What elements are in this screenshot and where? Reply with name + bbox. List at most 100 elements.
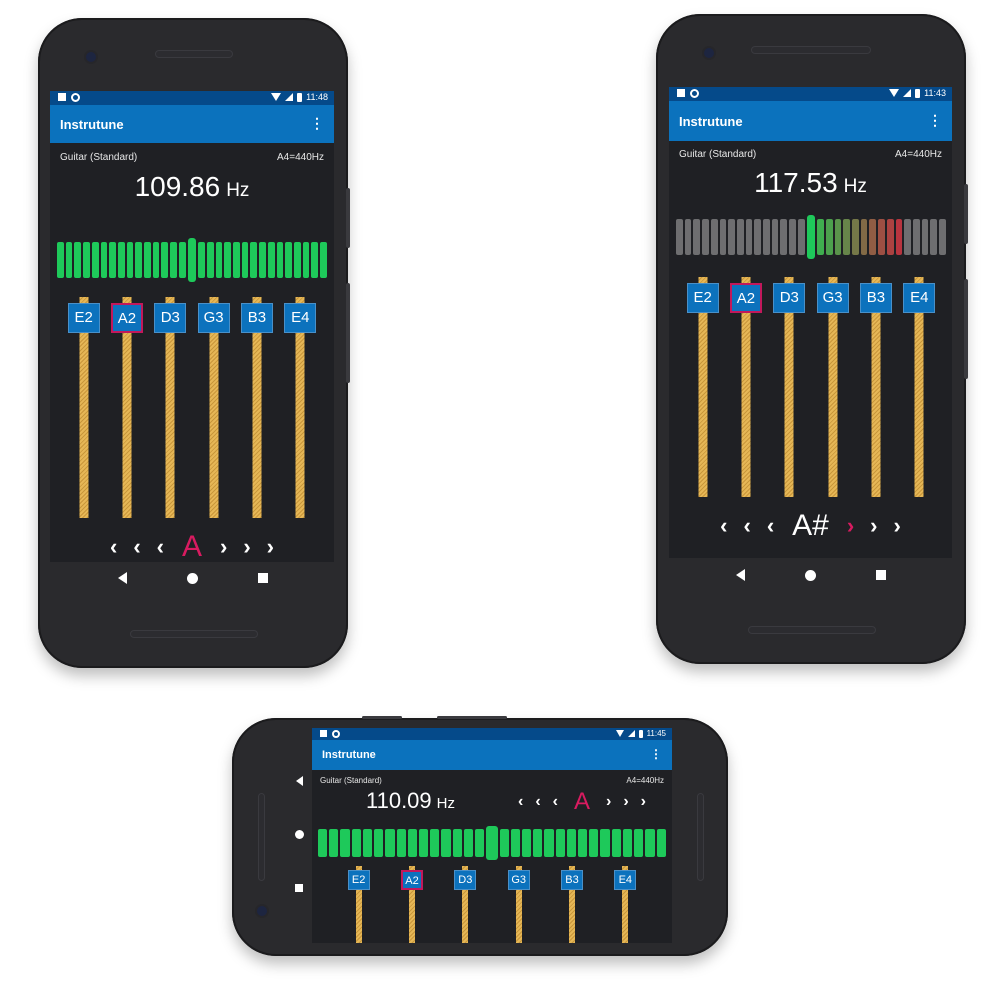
string-g3[interactable]: G3: [492, 866, 545, 943]
string-button-a2[interactable]: A2: [110, 303, 143, 333]
meter-segment: [452, 829, 462, 857]
reference-pitch[interactable]: A4=440Hz: [277, 152, 324, 163]
meter-segment: [736, 218, 744, 256]
front-camera: [257, 906, 267, 916]
meter-segment: [600, 829, 610, 857]
meter-segment: [302, 241, 310, 279]
meter-segment: [860, 218, 868, 256]
string-bar: [784, 277, 794, 497]
overflow-menu-icon[interactable]: ⋮: [310, 115, 324, 131]
meter-segment: [710, 218, 718, 256]
string-g3[interactable]: G3: [192, 297, 235, 518]
meter-segment: [385, 829, 395, 857]
meter-segment: [834, 218, 842, 256]
meter-segment: [276, 241, 284, 279]
overflow-menu-icon[interactable]: ⋮: [650, 747, 662, 761]
string-bar: [408, 866, 415, 943]
left-speaker: [258, 793, 265, 881]
string-b3[interactable]: B3: [235, 297, 278, 518]
phone-landscape: 11:45 Instrutune ⋮ Guitar (Standard) A4=…: [232, 716, 728, 956]
string-bar: [622, 866, 629, 943]
reference-pitch[interactable]: A4=440Hz: [895, 149, 942, 160]
frequency-readout: 110.09 Hz: [366, 788, 455, 814]
string-button-e4[interactable]: E4: [284, 303, 317, 333]
frequency-value: 110.09: [366, 788, 432, 813]
string-a2[interactable]: A2: [385, 866, 438, 943]
string-e2[interactable]: E2: [332, 866, 385, 943]
string-g3[interactable]: G3: [811, 277, 854, 497]
meter-segment: [320, 241, 327, 279]
home-icon[interactable]: [187, 572, 198, 584]
status-bar: 11:48: [50, 91, 334, 105]
string-button-g3[interactable]: G3: [197, 303, 230, 333]
sharp-chevron-icon: ›: [623, 793, 629, 810]
frequency-unit: Hz: [843, 176, 867, 197]
string-button-a2[interactable]: A2: [400, 870, 423, 890]
string-b3[interactable]: B3: [854, 277, 897, 497]
sync-icon: [690, 89, 699, 98]
recents-icon[interactable]: [295, 883, 303, 892]
sync-icon: [71, 93, 80, 102]
wifi-icon: [889, 89, 900, 97]
string-button-e2[interactable]: E2: [347, 870, 370, 890]
meter-segment: [250, 241, 258, 279]
flat-chevron-icon: ‹: [535, 793, 541, 810]
flat-chevron-icon: ‹: [766, 513, 775, 538]
meter-segment: [407, 829, 417, 857]
string-button-a2[interactable]: A2: [729, 283, 762, 313]
meter-segment: [817, 218, 824, 256]
string-button-e2[interactable]: E2: [67, 303, 100, 333]
string-d3[interactable]: D3: [149, 297, 192, 518]
instrument-label[interactable]: Guitar (Standard): [60, 152, 138, 163]
string-button-e2[interactable]: E2: [686, 283, 719, 313]
recents-icon[interactable]: [876, 570, 886, 580]
sd-card-icon: [58, 93, 66, 101]
home-icon[interactable]: [294, 830, 304, 840]
right-speaker: [697, 793, 704, 881]
string-a2[interactable]: A2: [105, 297, 148, 518]
instrument-label[interactable]: Guitar (Standard): [320, 776, 382, 785]
wifi-icon: [615, 730, 624, 737]
front-camera: [86, 52, 96, 62]
meter-segment: [754, 218, 762, 256]
meter-segment: [374, 829, 384, 857]
power-button: [964, 184, 968, 244]
meter-segment: [198, 241, 205, 279]
string-button-b3[interactable]: B3: [560, 870, 583, 890]
overflow-menu-icon[interactable]: ⋮: [928, 112, 942, 128]
string-e2[interactable]: E2: [681, 277, 724, 497]
meter-segment: [206, 241, 214, 279]
string-e4[interactable]: E4: [599, 866, 652, 943]
detected-note: A: [181, 530, 202, 562]
string-bar: [515, 866, 522, 943]
string-button-g3[interactable]: G3: [507, 870, 530, 890]
string-e2[interactable]: E2: [62, 297, 105, 518]
meter-segment: [886, 218, 894, 256]
meter-segment: [329, 829, 339, 857]
string-d3[interactable]: D3: [439, 866, 492, 943]
string-d3[interactable]: D3: [768, 277, 811, 497]
back-icon[interactable]: [295, 776, 303, 787]
string-e4[interactable]: E4: [279, 297, 322, 518]
volume-button: [346, 283, 350, 383]
back-icon[interactable]: [736, 569, 745, 581]
string-button-e4[interactable]: E4: [903, 283, 936, 313]
string-button-d3[interactable]: D3: [454, 870, 477, 890]
recents-icon[interactable]: [258, 573, 268, 583]
string-button-e4[interactable]: E4: [614, 870, 637, 890]
string-b3[interactable]: B3: [545, 866, 598, 943]
string-button-b3[interactable]: B3: [240, 303, 273, 333]
string-button-g3[interactable]: G3: [816, 283, 849, 313]
meter-segment: [904, 218, 911, 256]
string-button-d3[interactable]: D3: [154, 303, 187, 333]
string-a2[interactable]: A2: [724, 277, 767, 497]
string-button-b3[interactable]: B3: [859, 283, 892, 313]
string-button-d3[interactable]: D3: [773, 283, 806, 313]
instrument-label[interactable]: Guitar (Standard): [679, 149, 757, 160]
home-icon[interactable]: [805, 569, 816, 581]
back-icon[interactable]: [118, 572, 127, 584]
app-title: Instrutune: [679, 114, 743, 129]
string-e4[interactable]: E4: [898, 277, 941, 497]
sharp-chevron-icon: ›: [220, 534, 228, 559]
reference-pitch[interactable]: A4=440Hz: [626, 776, 664, 785]
